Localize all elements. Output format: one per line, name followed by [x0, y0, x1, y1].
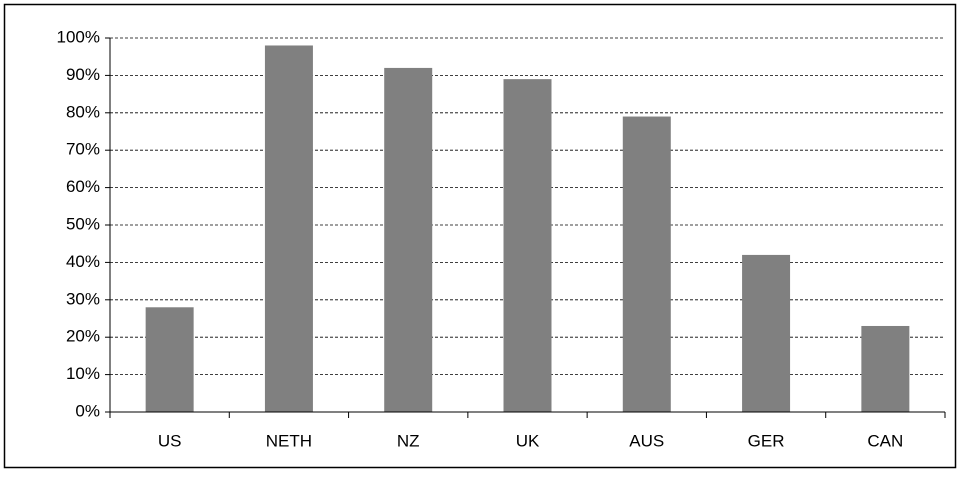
x-tick-label: NZ [397, 431, 420, 450]
y-tick-label: 30% [66, 289, 100, 308]
y-tick-label: 90% [66, 65, 100, 84]
bar [384, 67, 433, 413]
x-tick-label: AUS [629, 431, 664, 450]
bar [742, 254, 791, 412]
y-tick-label: 20% [66, 327, 100, 346]
x-tick-label: NETH [266, 431, 312, 450]
y-tick-label: 0% [75, 401, 100, 420]
bar [861, 325, 910, 412]
bar [503, 79, 552, 412]
x-tick-label: CAN [867, 431, 903, 450]
x-tick-label: GER [748, 431, 785, 450]
x-tick-label: UK [516, 431, 540, 450]
y-tick-label: 70% [66, 140, 100, 159]
y-tick-label: 60% [66, 177, 100, 196]
bar [145, 307, 194, 412]
y-tick-label: 40% [66, 252, 100, 271]
bar [622, 116, 671, 412]
y-tick-label: 10% [66, 364, 100, 383]
bar [264, 45, 313, 412]
y-tick-label: 50% [66, 214, 100, 233]
y-tick-label: 100% [57, 27, 100, 46]
x-tick-label: US [158, 431, 182, 450]
y-tick-label: 80% [66, 102, 100, 121]
